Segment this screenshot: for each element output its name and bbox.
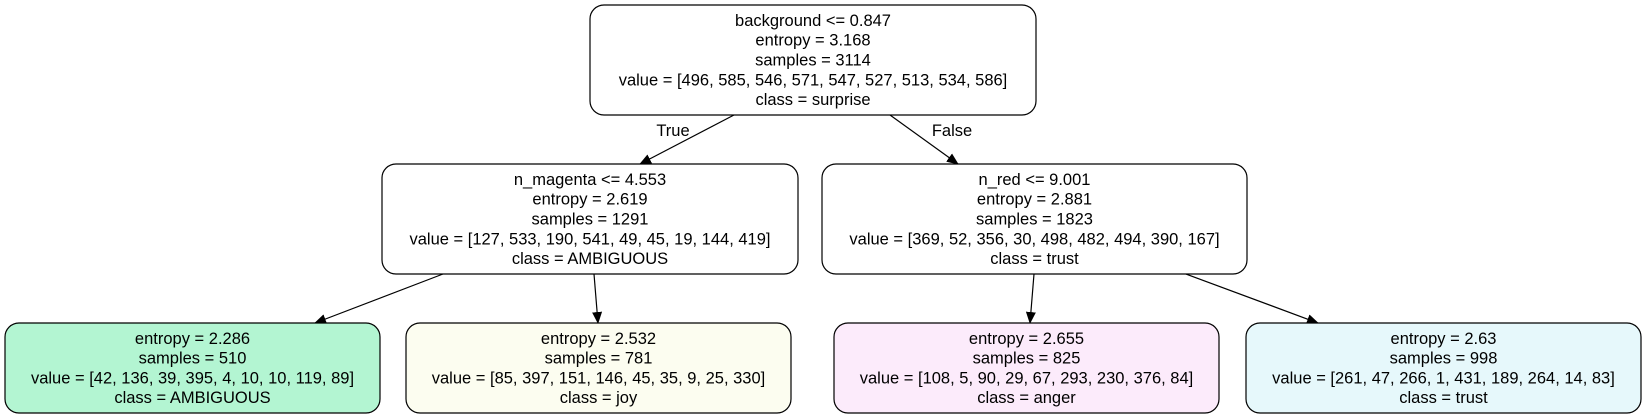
edge-arrow (1025, 273, 1036, 324)
edge-arrow (592, 273, 603, 324)
node-box (589, 4, 1037, 116)
node-line: samples = 3114 (755, 52, 871, 70)
node-line: entropy = 2.881 (977, 191, 1092, 209)
edge-label-false: False (932, 122, 972, 140)
node-line: class = trust (990, 250, 1079, 268)
node-line: class = trust (1399, 389, 1488, 407)
edge-left-to-left-left (314, 273, 444, 324)
node-box (381, 163, 799, 275)
node-line: entropy = 2.655 (969, 330, 1084, 348)
tree-node-left: n_magenta <= 4.553 entropy = 2.619 samples… (381, 163, 799, 275)
node-line: entropy = 2.286 (135, 330, 250, 348)
node-line: value = [369, 52, 356, 30, 498, 482, 494… (849, 230, 1219, 248)
node-box (4, 322, 381, 414)
node-line: samples = 510 (139, 350, 247, 368)
node-box (1245, 322, 1642, 414)
node-line: entropy = 2.63 (1391, 330, 1497, 348)
edge-label-true: True (656, 122, 689, 140)
node-line: value = [127, 533, 190, 541, 49, 45, 19,… (409, 230, 770, 248)
node-line: class = joy (560, 389, 638, 407)
tree-node-right: n_red <= 9.001 entropy = 2.881 samples = 1… (821, 163, 1248, 275)
node-line: samples = 825 (973, 350, 1081, 368)
edge-arrow (889, 114, 959, 165)
tree-node-root: background <= 0.847 entropy = 3.168 sample… (589, 4, 1037, 116)
node-line: n_red <= 9.001 (979, 171, 1091, 189)
node-box (833, 322, 1220, 414)
edge-root-to-left: True (639, 114, 735, 165)
edge-arrow (639, 114, 735, 165)
edge-right-to-right-right (1185, 273, 1319, 324)
node-line: class = anger (977, 389, 1076, 407)
edge-left-to-left-right (592, 273, 603, 324)
nodes-layer: background <= 0.847 entropy = 3.168 sample… (4, 4, 1642, 414)
node-line: samples = 1291 (532, 211, 649, 229)
node-box (405, 322, 792, 414)
edge-right-to-right-left (1025, 273, 1036, 324)
node-line: n_magenta <= 4.553 (514, 171, 666, 189)
node-line: samples = 998 (1390, 350, 1498, 368)
node-line: samples = 781 (545, 350, 653, 368)
node-line: background <= 0.847 (735, 12, 891, 30)
node-line: value = [108, 5, 90, 29, 67, 293, 230, 3… (860, 369, 1193, 387)
edge-arrow (314, 273, 444, 324)
node-line: entropy = 2.619 (532, 191, 647, 209)
edge-arrow (1185, 273, 1319, 324)
node-line: class = surprise (755, 91, 870, 109)
node-line: entropy = 2.532 (541, 330, 656, 348)
node-line: value = [85, 397, 151, 146, 45, 35, 9, 2… (432, 369, 765, 387)
node-line: value = [496, 585, 546, 571, 547, 527, 5… (619, 71, 1008, 89)
node-box (821, 163, 1248, 275)
node-line: value = [261, 47, 266, 1, 431, 189, 264,… (1272, 369, 1615, 387)
node-line: class = AMBIGUOUS (114, 389, 270, 407)
node-line: entropy = 3.168 (755, 32, 870, 50)
edge-root-to-right: False (889, 114, 972, 165)
edges-layer: True False (314, 114, 1319, 324)
node-line: samples = 1823 (976, 211, 1093, 229)
node-line: value = [42, 136, 39, 395, 4, 10, 10, 11… (31, 369, 354, 387)
node-line: class = AMBIGUOUS (512, 250, 668, 268)
